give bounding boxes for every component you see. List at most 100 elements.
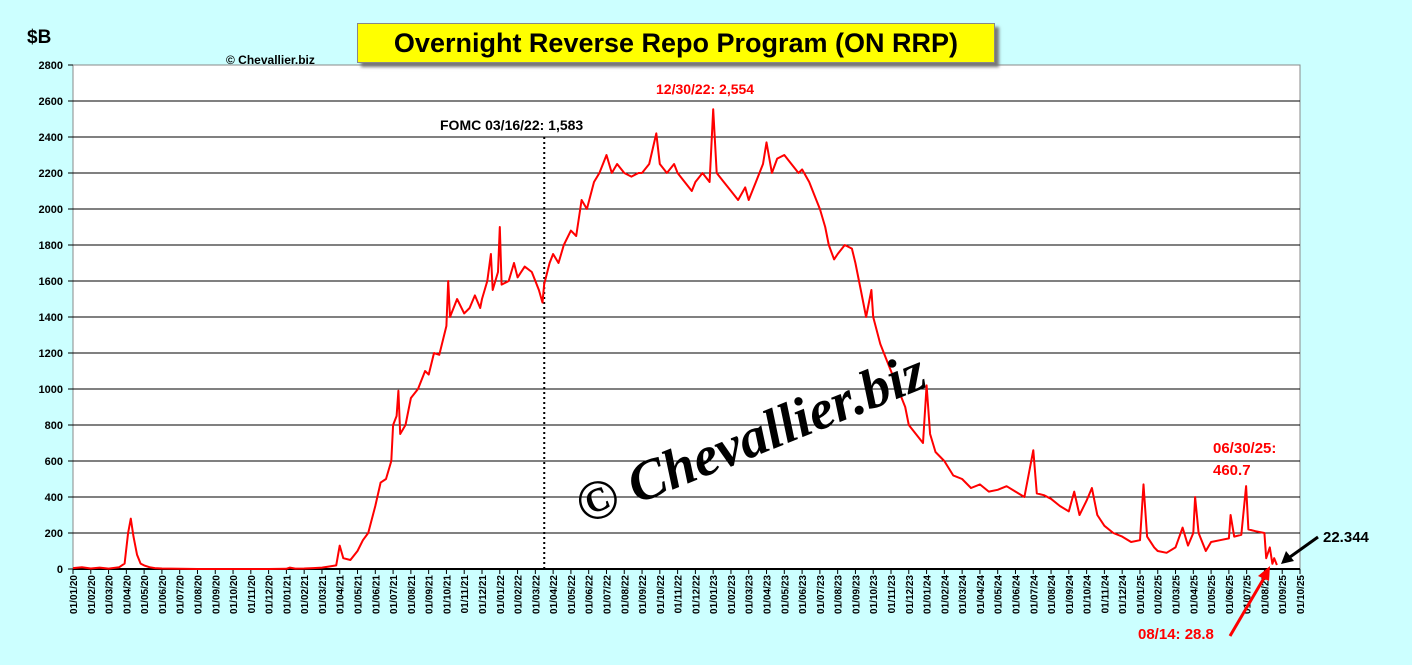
y-tick-label: 2200 [39,168,63,180]
x-tick-label: 01/12/23 [905,575,916,614]
x-tick-label: 01/09/23 [851,575,862,614]
x-tick-label: 01/08/21 [407,575,418,614]
series-line-on-rrp [72,108,1278,570]
y-tick-label: 1600 [39,276,63,288]
fomc-annotation: FOMC 03/16/22: 1,583 [440,117,584,133]
x-tick-label: 01/03/24 [958,575,969,614]
x-tick-label: 01/11/23 [887,575,898,614]
x-tick-label: 01/08/24 [1047,575,1058,614]
x-tick-label: 01/07/25 [1243,575,1254,614]
latest-arrow [1281,535,1319,564]
x-tick-label: 01/05/20 [140,575,151,614]
aug14-arrow [1228,566,1270,637]
x-tick-label: 01/02/23 [727,575,738,614]
x-tick-label: 01/02/24 [940,575,951,614]
jun30-annotation-date: 06/30/25: [1213,440,1277,457]
x-tick-label: 01/08/22 [620,575,631,614]
y-tick-label: 800 [45,420,63,432]
x-tick-label: 01/01/20 [69,575,80,614]
y-tick-label: 0 [57,564,63,576]
x-tick-label: 01/06/24 [1011,575,1022,614]
x-tick-label: 01/08/20 [193,575,204,614]
x-tick-label: 01/03/20 [105,575,116,614]
y-tick-label: 2400 [39,132,63,144]
x-tick-label: 01/10/20 [229,575,240,614]
x-tick-label: 01/06/20 [158,575,169,614]
x-tick-label: 01/11/22 [674,575,685,614]
x-tick-label: 01/03/23 [745,575,756,614]
y-axis-label: $B [27,27,52,48]
x-tick-label: 01/02/20 [87,575,98,614]
copyright-label: © Chevallier.biz [226,53,315,67]
x-tick-label: 01/04/22 [549,575,560,614]
x-tick-label: 01/09/21 [425,575,436,614]
x-tick-label: 01/08/23 [834,575,845,614]
x-tick-label: 01/07/21 [389,575,400,614]
x-tick-label: 01/09/25 [1278,575,1289,614]
x-tick-label: 01/05/21 [354,575,365,614]
x-tick-label: 01/09/24 [1065,575,1076,614]
x-tick-label: 01/02/25 [1154,575,1165,614]
x-tick-label: 01/10/22 [656,575,667,614]
x-tick-label: 01/04/23 [763,575,774,614]
y-tick-label: 1800 [39,240,63,252]
x-tick-label: 01/10/21 [442,575,453,614]
peak-annotation: 12/30/22: 2,554 [656,81,755,97]
latest-value-annotation: 22.344 [1323,529,1369,546]
x-tick-label: 01/09/22 [638,575,649,614]
x-tick-label: 01/01/21 [282,575,293,614]
x-tick-label: 01/01/25 [1136,575,1147,614]
x-tick-label: 01/10/25 [1296,575,1307,614]
y-tick-label: 400 [45,492,63,504]
x-tick-label: 01/04/24 [976,575,987,614]
y-tick-label: 2800 [39,60,63,72]
x-tick-label: 01/06/21 [371,575,382,614]
x-tick-label: 01/05/23 [780,575,791,614]
x-tick-label: 01/03/21 [318,575,329,614]
x-tick-label: 01/06/25 [1225,575,1236,614]
x-tick-label: 01/11/24 [1100,575,1111,614]
x-tick-label: 01/05/25 [1207,575,1218,614]
x-tick-label: 01/05/22 [567,575,578,614]
x-tick-label: 01/11/20 [247,575,258,614]
x-tick-label: 01/04/20 [122,575,133,614]
x-tick-label: 01/12/21 [478,575,489,614]
x-tick-label: 01/01/22 [496,575,507,614]
x-tick-label: 01/09/20 [211,575,222,614]
x-tick-label: 01/07/24 [1029,575,1040,614]
y-tick-label: 1400 [39,312,63,324]
y-tick-label: 2000 [39,204,63,216]
x-tick-label: 01/04/25 [1189,575,1200,614]
x-tick-label: 01/07/23 [816,575,827,614]
x-tick-label: 01/10/24 [1083,575,1094,614]
x-tick-label: 01/07/20 [176,575,187,614]
x-tick-label: 01/01/23 [709,575,720,614]
x-tick-label: 01/06/22 [585,575,596,614]
y-tick-label: 200 [45,528,63,540]
x-tick-label: 01/12/24 [1118,575,1129,614]
x-tick-labels: 01/01/20 01/02/20 01/03/20 01/04/20 01/05/20… [69,575,1307,614]
x-tick-label: 01/03/22 [531,575,542,614]
x-tick-label: 01/02/21 [300,575,311,614]
y-tick-labels: 0 200 400 600 800 1000 1200 1400 1600 1800 2000 220… [39,60,63,576]
x-tick-label: 01/08/25 [1260,575,1271,614]
x-tick-label: 01/07/22 [602,575,613,614]
x-tick-label: 01/12/22 [691,575,702,614]
x-tick-label: 01/04/21 [336,575,347,614]
jun30-annotation-value: 460.7 [1213,462,1251,479]
x-tick-label: 01/01/24 [923,575,934,614]
chart-title: Overnight Reverse Repo Program (ON RRP) [357,23,995,63]
x-tick-label: 01/11/21 [460,575,471,614]
x-tick-label: 01/06/23 [798,575,809,614]
y-tick-label: 1200 [39,348,63,360]
x-tick-label: 01/05/24 [994,575,1005,614]
y-tick-label: 600 [45,456,63,468]
x-tick-label: 01/12/20 [265,575,276,614]
x-tick-label: 01/02/22 [514,575,525,614]
y-tick-label: 2600 [39,96,63,108]
y-tick-label: 1000 [39,384,63,396]
aug14-annotation: 08/14: 28.8 [1138,626,1214,643]
x-tick-label: 01/10/23 [869,575,880,614]
x-tick-label: 01/03/25 [1172,575,1183,614]
